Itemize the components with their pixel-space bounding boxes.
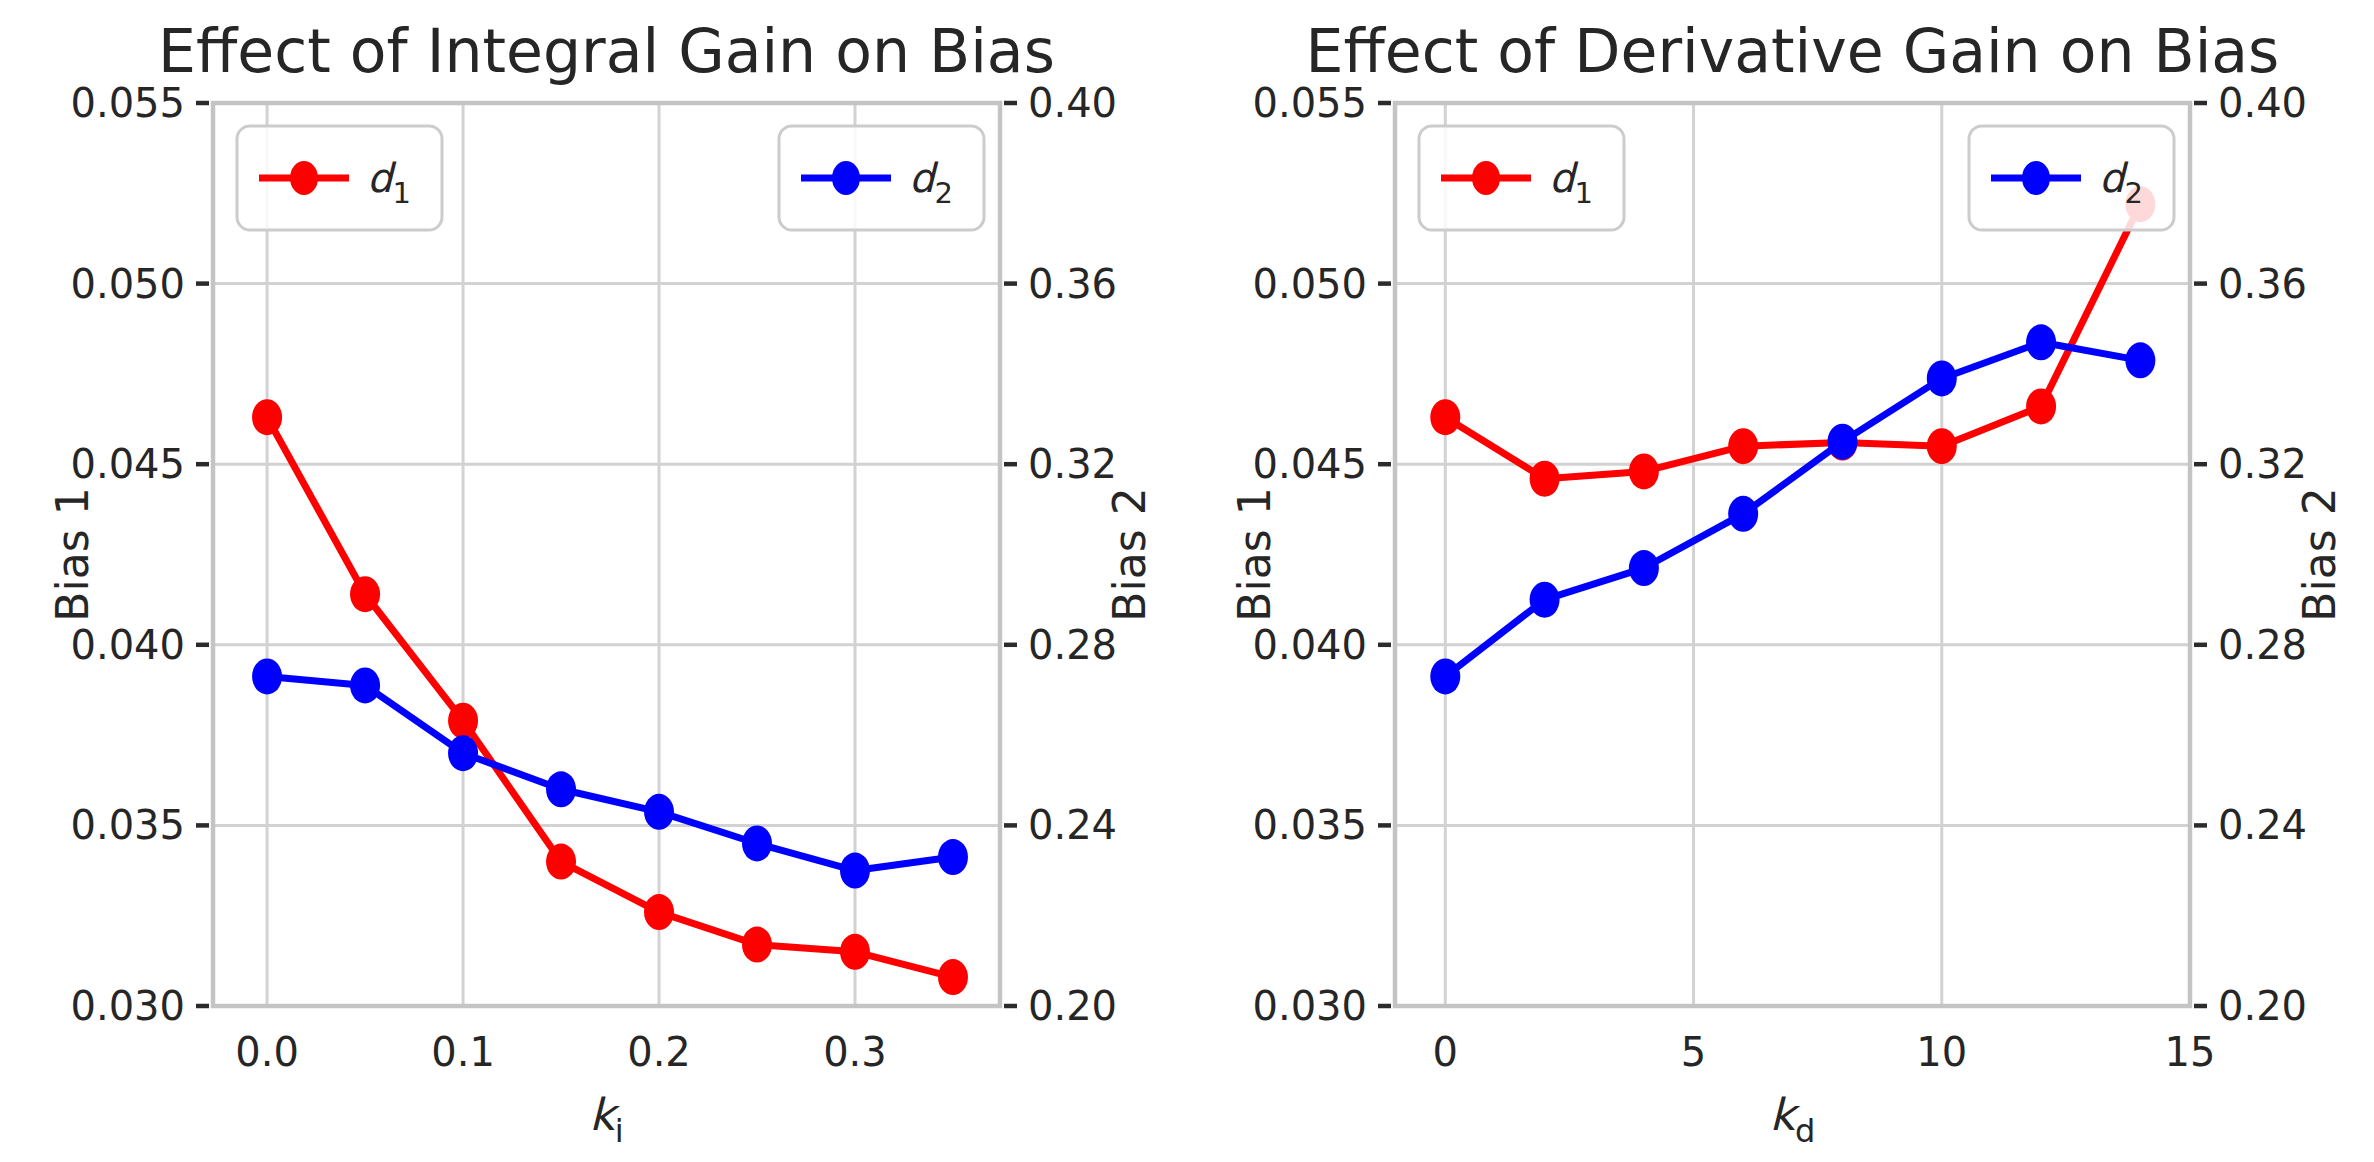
data-point-marker bbox=[840, 934, 870, 970]
y-tick-label-left: 0.055 bbox=[70, 80, 185, 126]
legend-sample-marker bbox=[290, 161, 318, 195]
legend-d1: d1 bbox=[237, 126, 442, 230]
x-axis-label: kd bbox=[1770, 1089, 1816, 1150]
x-tick-label: 0.3 bbox=[823, 1029, 887, 1075]
y-tick-label-right: 0.24 bbox=[2218, 802, 2307, 848]
legend-sample-marker bbox=[832, 161, 860, 195]
chart-title: Effect of Derivative Gain on Bias bbox=[1306, 16, 2280, 86]
y-tick-label-right: 0.24 bbox=[1028, 802, 1117, 848]
y-tick-label-right: 0.36 bbox=[2218, 261, 2307, 307]
legend-d2: d2 bbox=[779, 126, 984, 230]
data-point-marker bbox=[1430, 399, 1460, 435]
data-point-marker bbox=[350, 576, 380, 612]
data-point-marker bbox=[448, 735, 478, 771]
x-axis-label: ki bbox=[589, 1089, 623, 1150]
data-point-marker bbox=[546, 771, 576, 807]
y-tick-label-right: 0.40 bbox=[2218, 80, 2307, 126]
y-tick-label-left: 0.030 bbox=[1252, 983, 1367, 1029]
data-point-marker bbox=[1728, 496, 1758, 532]
x-tick-label: 5 bbox=[1681, 1029, 1706, 1075]
data-point-marker bbox=[252, 399, 282, 435]
figure-svg: 0.0300.0350.0400.0450.0500.0550.200.240.… bbox=[0, 0, 2374, 1162]
data-point-marker bbox=[742, 927, 772, 963]
y-tick-label-left: 0.030 bbox=[70, 983, 185, 1029]
y-tick-label-right: 0.32 bbox=[2218, 441, 2307, 487]
legend-d1: d1 bbox=[1419, 126, 1624, 230]
data-point-marker bbox=[938, 839, 968, 875]
y-tick-label-right: 0.28 bbox=[1028, 622, 1117, 668]
data-point-marker bbox=[350, 667, 380, 703]
x-tick-label: 0.0 bbox=[235, 1029, 299, 1075]
data-point-marker bbox=[1530, 461, 1560, 497]
legend-sample-marker bbox=[2022, 161, 2050, 195]
data-point-marker bbox=[1927, 360, 1957, 396]
y-tick-label-left: 0.040 bbox=[1252, 622, 1367, 668]
y-tick-label-left: 0.045 bbox=[70, 441, 185, 487]
x-tick-label: 15 bbox=[2165, 1029, 2216, 1075]
y-tick-label-left: 0.040 bbox=[70, 622, 185, 668]
subplot-2: 0.030 0.035 0.040 0.045 0.050 0.055 0.20 0.24 0.… bbox=[1229, 16, 2345, 1150]
legend-d2: d2 bbox=[1969, 126, 2174, 230]
y-tick-label-right: 0.32 bbox=[1028, 441, 1117, 487]
y-axis-label-right: Bias 2 bbox=[2294, 487, 2345, 621]
data-point-marker bbox=[1629, 550, 1659, 586]
data-point-marker bbox=[2125, 342, 2155, 378]
y-tick-label-left: 0.050 bbox=[1252, 261, 1367, 307]
y-tick-label-right: 0.20 bbox=[2218, 983, 2307, 1029]
data-point-marker bbox=[448, 703, 478, 739]
data-point-marker bbox=[2026, 388, 2056, 424]
data-point-marker bbox=[1430, 658, 1460, 694]
data-point-marker bbox=[742, 825, 772, 861]
y-tick-label-left: 0.035 bbox=[1252, 802, 1367, 848]
data-point-marker bbox=[840, 853, 870, 889]
data-point-marker bbox=[1728, 428, 1758, 464]
x-tick-label: 0.2 bbox=[627, 1029, 691, 1075]
data-point-marker bbox=[252, 658, 282, 694]
y-tick-label-right: 0.20 bbox=[1028, 983, 1117, 1029]
y-tick-label-right: 0.36 bbox=[1028, 261, 1117, 307]
legend-sample-marker bbox=[1472, 161, 1500, 195]
data-point-marker bbox=[1530, 582, 1560, 618]
data-point-marker bbox=[1827, 424, 1857, 460]
y-tick-label-left: 0.055 bbox=[1252, 80, 1367, 126]
plot-area bbox=[1395, 103, 2190, 1006]
data-point-marker bbox=[938, 959, 968, 995]
data-point-marker bbox=[644, 794, 674, 830]
data-point-marker bbox=[644, 894, 674, 930]
x-tick-label: 0 bbox=[1433, 1029, 1458, 1075]
y-axis-label-right: Bias 2 bbox=[1104, 487, 1155, 621]
dual-axis-figure: 0.0300.0350.0400.0450.0500.0550.200.240.… bbox=[0, 0, 2374, 1162]
y-axis-label-left: Bias 1 bbox=[1229, 487, 1280, 621]
y-axis-label-left: Bias 1 bbox=[47, 487, 98, 621]
x-tick-label: 0.1 bbox=[431, 1029, 495, 1075]
x-tick-label: 10 bbox=[1916, 1029, 1967, 1075]
y-tick-label-left: 0.050 bbox=[70, 261, 185, 307]
y-tick-label-left: 0.035 bbox=[70, 802, 185, 848]
data-point-marker bbox=[2026, 324, 2056, 360]
data-point-marker bbox=[546, 844, 576, 880]
chart-title: Effect of Integral Gain on Bias bbox=[158, 16, 1055, 86]
y-tick-label-right: 0.40 bbox=[1028, 80, 1117, 126]
subplot-1: 0.030 0.035 0.040 0.045 0.050 0.055 0.20 0.24 0.… bbox=[47, 16, 1155, 1150]
y-tick-label-right: 0.28 bbox=[2218, 622, 2307, 668]
data-point-marker bbox=[1629, 453, 1659, 489]
plot-area bbox=[213, 103, 1000, 1006]
y-tick-label-left: 0.045 bbox=[1252, 441, 1367, 487]
data-point-marker bbox=[1927, 428, 1957, 464]
